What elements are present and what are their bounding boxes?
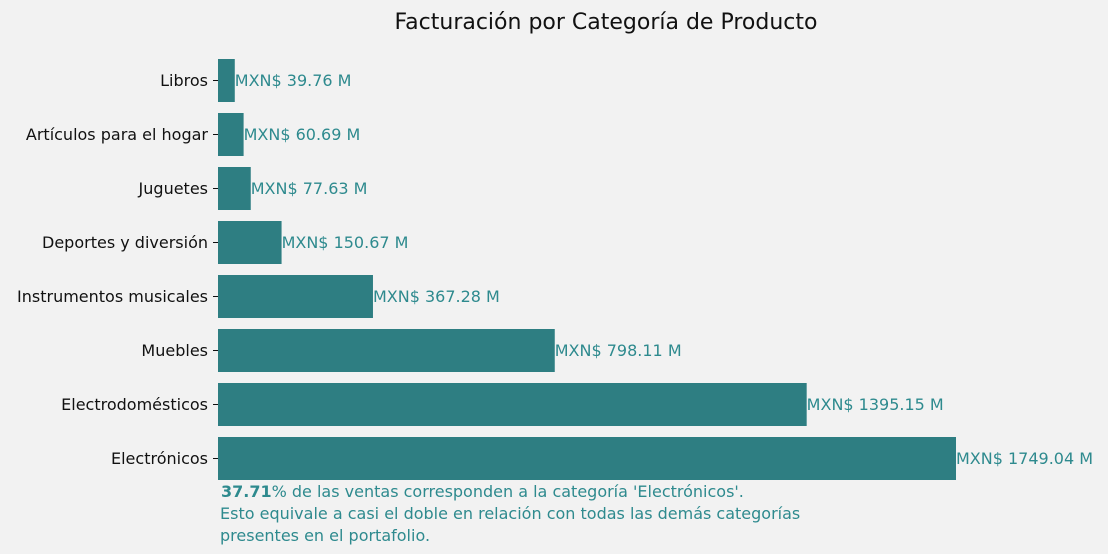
category-label-0: Libros — [160, 71, 208, 90]
bar-4 — [218, 275, 373, 318]
category-label-1: Artículos para el hogar — [26, 125, 209, 144]
value-label-6: MXN$ 1395.15 M — [807, 395, 944, 414]
bars-layer: Libros MXN$ 39.76 M Artículos para el hoga… — [17, 59, 1093, 480]
annotation-line2: Esto equivale a casi el doble en relació… — [220, 504, 800, 523]
bar-6 — [218, 383, 807, 426]
value-label-4: MXN$ 367.28 M — [373, 287, 500, 306]
value-label-1: MXN$ 60.69 M — [244, 125, 361, 144]
bar-0 — [218, 59, 235, 102]
annotation-line1: % de las ventas corresponden a la catego… — [272, 482, 744, 501]
value-label-2: MXN$ 77.63 M — [251, 179, 368, 198]
value-label-3: MXN$ 150.67 M — [282, 233, 409, 252]
category-label-5: Muebles — [141, 341, 208, 360]
bar-1 — [218, 113, 244, 156]
category-label-7: Electrónicos — [111, 449, 208, 468]
annotation-line3: presentes en el portafolio. — [220, 526, 430, 545]
bar-7 — [218, 437, 956, 480]
category-label-3: Deportes y diversión — [42, 233, 208, 252]
value-label-0: MXN$ 39.76 M — [235, 71, 352, 90]
category-label-2: Juguetes — [138, 179, 208, 198]
category-label-4: Instrumentos musicales — [17, 287, 208, 306]
value-label-5: MXN$ 798.11 M — [555, 341, 682, 360]
bar-5 — [218, 329, 555, 372]
value-label-7: MXN$ 1749.04 M — [956, 449, 1093, 468]
bar-3 — [218, 221, 282, 264]
annotation-text: 37.71% de las ventas corresponden a la c… — [220, 482, 805, 545]
bar-2 — [218, 167, 251, 210]
category-label-6: Electrodomésticos — [61, 395, 208, 414]
annotation-highlight: 37.71 — [221, 482, 272, 501]
chart-title: Facturación por Categoría de Producto — [395, 10, 818, 35]
